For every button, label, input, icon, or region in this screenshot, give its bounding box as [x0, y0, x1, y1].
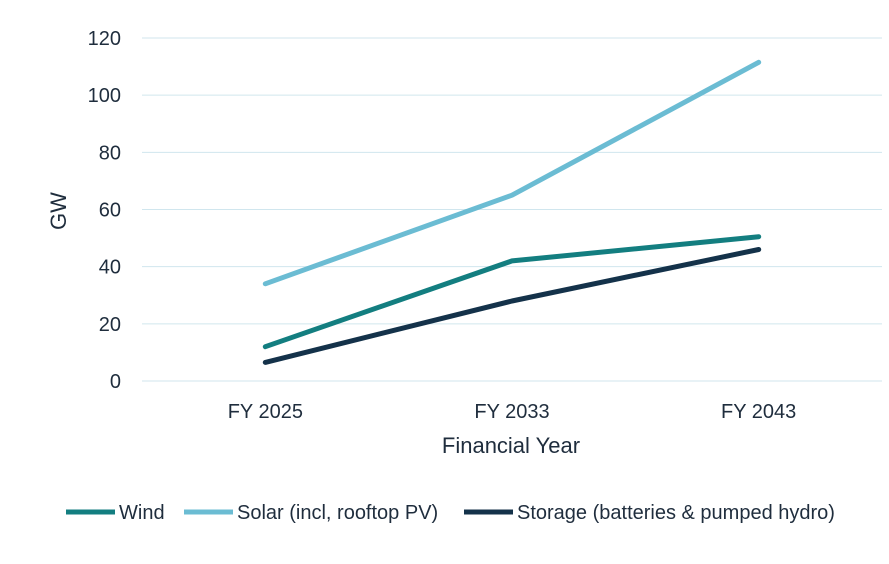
x-tick-label: FY 2025 [228, 401, 303, 423]
y-tick-label: 80 [99, 142, 121, 164]
x-axis-title: Financial Year [442, 433, 580, 458]
y-tick-label: 60 [99, 200, 121, 222]
series-line-storage-batteries-pumped-hydro [262, 247, 762, 365]
x-tick-label: FY 2033 [474, 401, 549, 423]
legend: Wind Solar (incl, rooftop PV) Storage (bat… [66, 502, 835, 524]
legend-label: Storage (batteries & pumped hydro) [517, 502, 835, 524]
legend-label: Solar (incl, rooftop PV) [237, 502, 438, 524]
y-tick-label: 120 [88, 28, 121, 50]
y-tick-label: 40 [99, 257, 121, 279]
y-axis-ticks: 0 20 40 60 80 100 120 [88, 28, 121, 393]
y-tick-label: 0 [110, 371, 121, 393]
y-axis-title: GW [46, 192, 71, 230]
x-tick-label: FY 2043 [721, 401, 796, 423]
series-line-solar-incl-rooftop-pv [262, 59, 762, 287]
legend-label: Wind [119, 502, 165, 524]
gridlines [142, 37, 882, 382]
y-tick-label: 20 [99, 314, 121, 336]
series-lines [262, 59, 762, 365]
series-line-wind [262, 234, 762, 350]
x-axis-ticks: FY 2025 FY 2033 FY 2043 [228, 401, 797, 423]
y-tick-label: 100 [88, 85, 121, 107]
